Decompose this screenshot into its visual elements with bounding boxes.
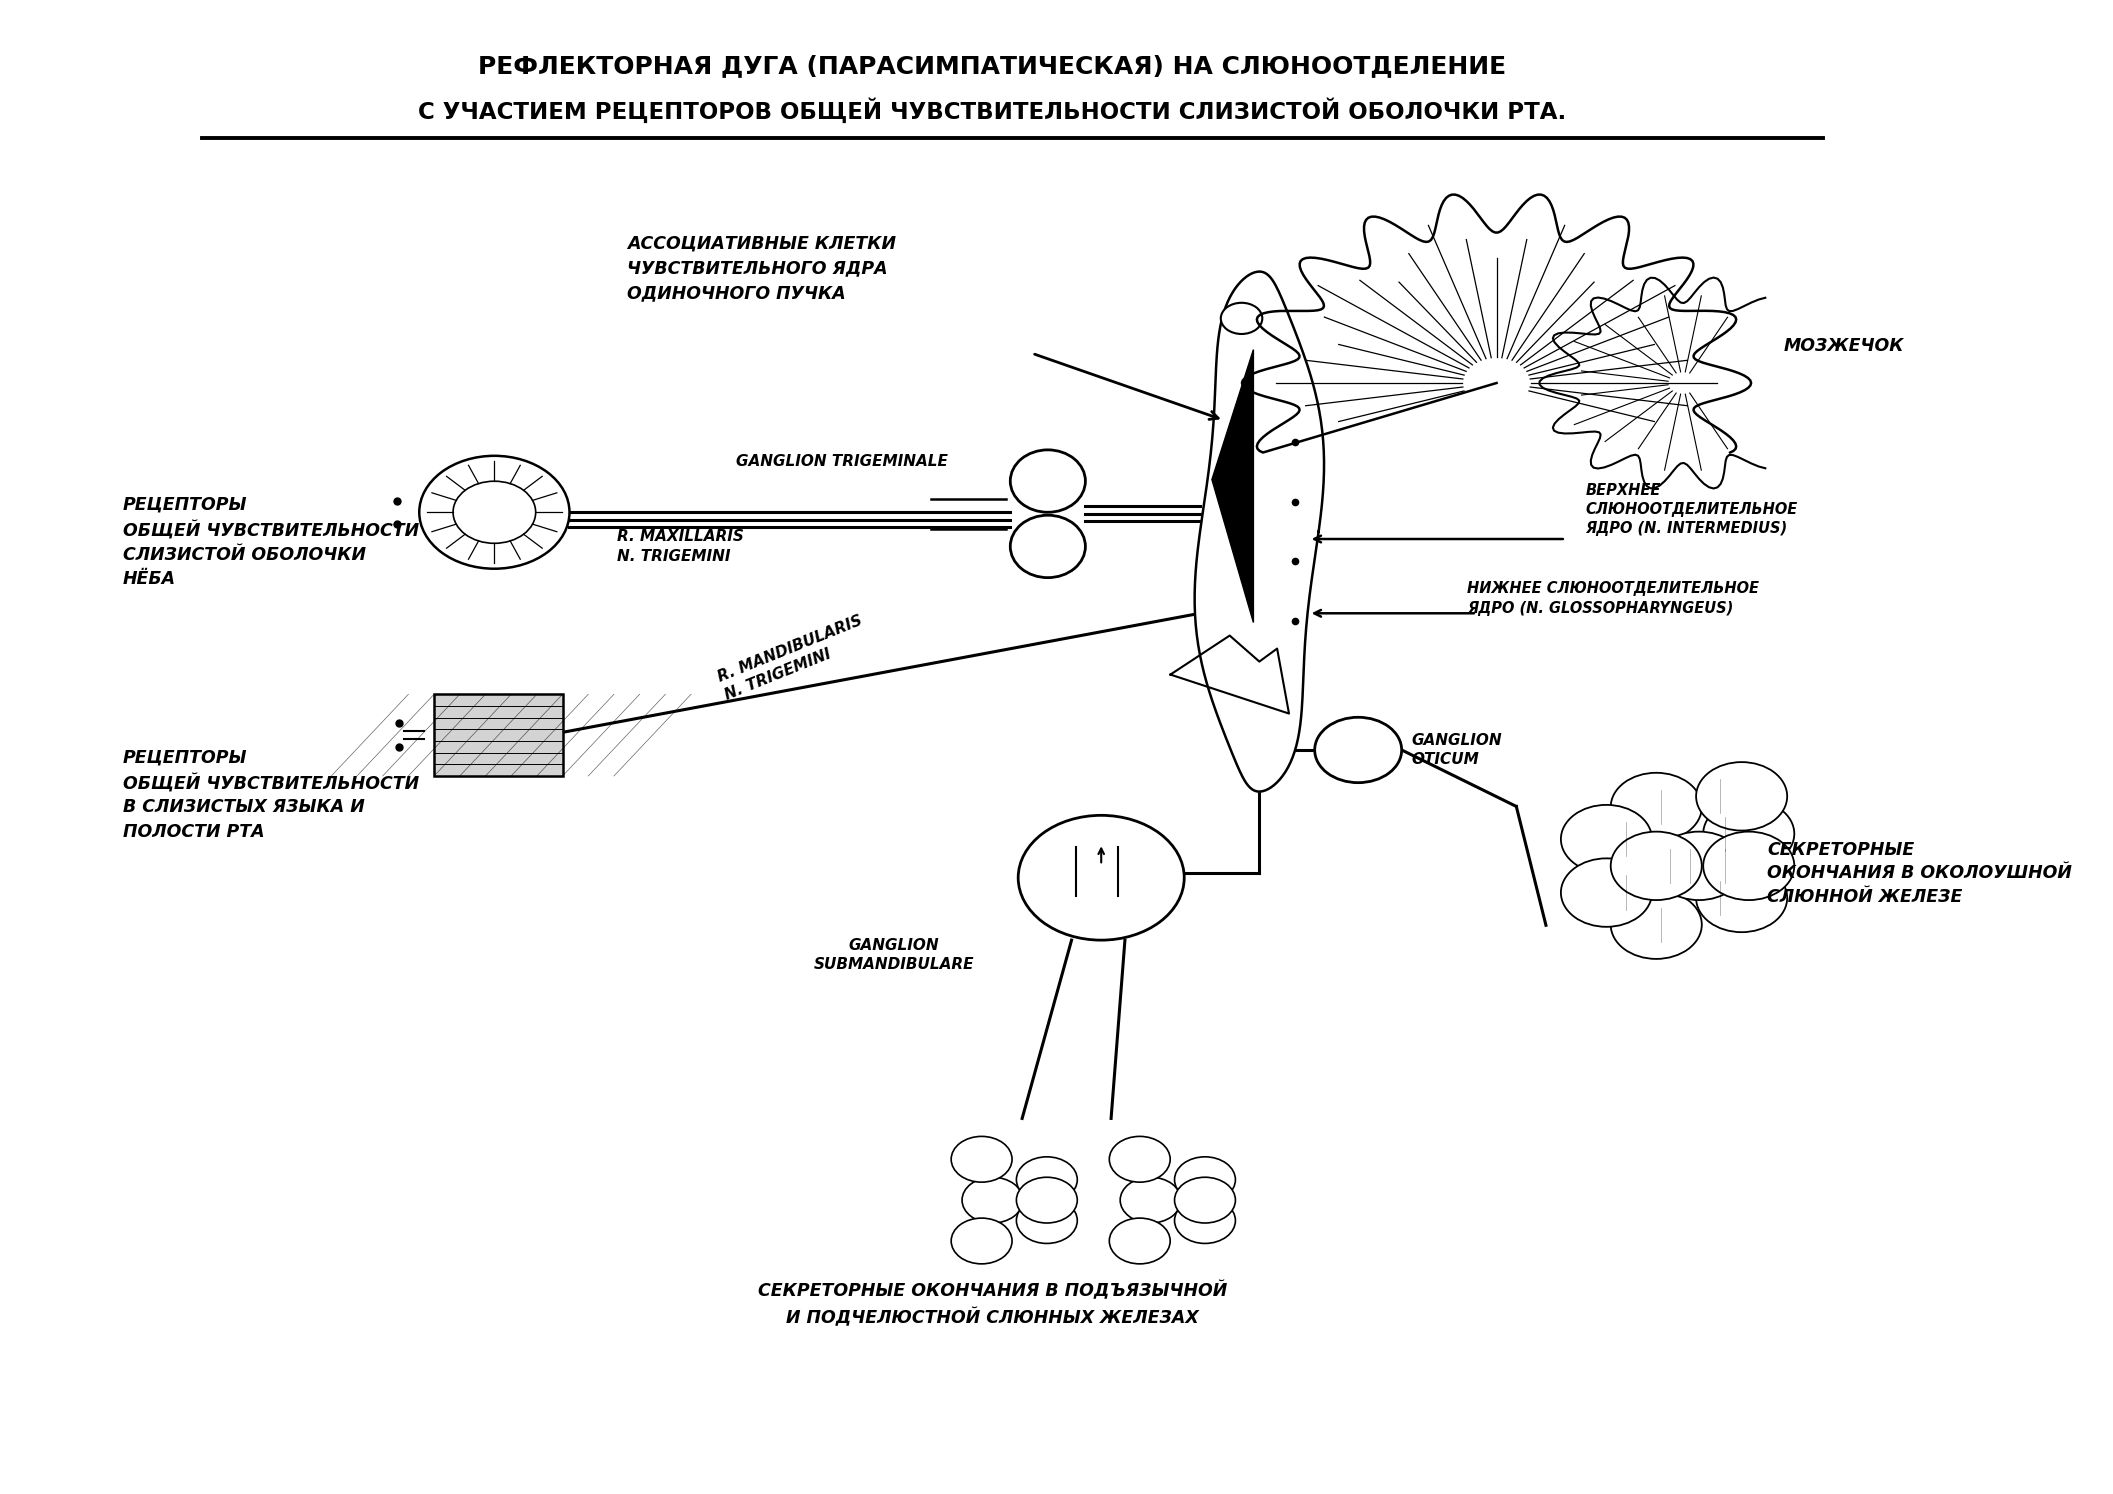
- Circle shape: [951, 1218, 1012, 1264]
- Circle shape: [1562, 805, 1652, 874]
- Circle shape: [1109, 1218, 1171, 1264]
- Text: GANGLION
SUBMANDIBULARE: GANGLION SUBMANDIBULARE: [814, 938, 974, 973]
- Text: R. MAXILLARIS
N. TRIGEMINI: R. MAXILLARIS N. TRIGEMINI: [617, 529, 744, 563]
- Polygon shape: [1194, 272, 1325, 792]
- Circle shape: [1016, 1156, 1078, 1203]
- Circle shape: [452, 481, 537, 544]
- Ellipse shape: [1010, 450, 1086, 512]
- Text: С УЧАСТИЕМ РЕЦЕПТОРОВ ОБЩЕЙ ЧУВСТВИТЕЛЬНОСТИ СЛИЗИСТОЙ ОБОЛОЧКИ РТА.: С УЧАСТИЕМ РЕЦЕПТОРОВ ОБЩЕЙ ЧУВСТВИТЕЛЬН…: [418, 99, 1566, 124]
- Text: GANGLION
OTICUM: GANGLION OTICUM: [1411, 732, 1502, 768]
- Circle shape: [418, 456, 571, 569]
- Circle shape: [1175, 1177, 1236, 1224]
- Circle shape: [1018, 816, 1183, 940]
- Polygon shape: [1270, 212, 1724, 460]
- Circle shape: [1610, 890, 1701, 959]
- Circle shape: [1703, 832, 1794, 899]
- Text: АССОЦИАТИВНЫЕ КЛЕТКИ
ЧУВСТВИТЕЛЬНОГО ЯДРА
ОДИНОЧНОГО ПУЧКА: АССОЦИАТИВНЫЕ КЛЕТКИ ЧУВСТВИТЕЛЬНОГО ЯДР…: [628, 235, 896, 303]
- Polygon shape: [1213, 350, 1253, 623]
- Text: РЕЦЕПТОРЫ
ОБЩЕЙ ЧУВСТВИТЕЛЬНОСТИ
СЛИЗИСТОЙ ОБОЛОЧКИ
НЁБА: РЕЦЕПТОРЫ ОБЩЕЙ ЧУВСТВИТЕЛЬНОСТИ СЛИЗИСТ…: [123, 496, 418, 589]
- Circle shape: [1175, 1156, 1236, 1203]
- Circle shape: [1175, 1198, 1236, 1243]
- Circle shape: [1016, 1198, 1078, 1243]
- Circle shape: [1703, 799, 1794, 868]
- Circle shape: [1697, 762, 1788, 831]
- Circle shape: [1016, 1177, 1078, 1224]
- Ellipse shape: [1010, 515, 1086, 578]
- Text: МОЗЖЕЧОК: МОЗЖЕЧОК: [1783, 336, 1904, 356]
- Text: РЕФЛЕКТОРНАЯ ДУГА (ПАРАСИМПАТИЧЕСКАЯ) НА СЛЮНООТДЕЛЕНИЕ: РЕФЛЕКТОРНАЯ ДУГА (ПАРАСИМПАТИЧЕСКАЯ) НА…: [478, 55, 1507, 79]
- Text: ВЕРХНЕЕ
СЛЮНООТДЕЛИТЕЛЬНОЕ
ЯДРО (N. INTERMEDIUS): ВЕРХНЕЕ СЛЮНООТДЕЛИТЕЛЬНОЕ ЯДРО (N. INTE…: [1585, 483, 1798, 536]
- Text: СЕКРЕТОРНЫЕ
ОКОНЧАНИЯ В ОКОЛОУШНОЙ
СЛЮННОЙ ЖЕЛЕЗЕ: СЕКРЕТОРНЫЕ ОКОНЧАНИЯ В ОКОЛОУШНОЙ СЛЮНН…: [1766, 841, 2073, 905]
- Circle shape: [961, 1177, 1023, 1224]
- Text: СЕКРЕТОРНЫЕ ОКОНЧАНИЯ В ПОДЪЯЗЫЧНОЙ
И ПОДЧЕЛЮСТНОЙ СЛЮННЫХ ЖЕЛЕЗАХ: СЕКРЕТОРНЫЕ ОКОНЧАНИЯ В ПОДЪЯЗЫЧНОЙ И ПО…: [759, 1282, 1228, 1327]
- Text: R. MANDIBULARIS
N. TRIGEMINI: R. MANDIBULARIS N. TRIGEMINI: [716, 613, 873, 702]
- Circle shape: [1120, 1177, 1181, 1224]
- Text: GANGLION TRIGEMINALE: GANGLION TRIGEMINALE: [735, 454, 947, 469]
- Bar: [433, 695, 562, 775]
- Circle shape: [1562, 859, 1652, 926]
- Circle shape: [1109, 1137, 1171, 1182]
- Ellipse shape: [1221, 303, 1261, 335]
- Circle shape: [1625, 832, 1716, 899]
- Circle shape: [1652, 832, 1745, 899]
- Text: РЕЦЕПТОРЫ
ОБЩЕЙ ЧУВСТВИТЕЛЬНОСТИ
В СЛИЗИСТЫХ ЯЗЫКА И
ПОЛОСТИ РТА: РЕЦЕПТОРЫ ОБЩЕЙ ЧУВСТВИТЕЛЬНОСТИ В СЛИЗИ…: [123, 748, 418, 841]
- Circle shape: [1314, 717, 1401, 783]
- Circle shape: [1610, 832, 1701, 899]
- Polygon shape: [1171, 635, 1289, 714]
- Circle shape: [1610, 772, 1701, 841]
- Circle shape: [951, 1137, 1012, 1182]
- Polygon shape: [1540, 278, 1764, 489]
- Circle shape: [1697, 864, 1788, 932]
- Text: НИЖНЕЕ СЛЮНООТДЕЛИТЕЛЬНОЕ
ЯДРО (N. GLOSSOPHARYNGEUS): НИЖНЕЕ СЛЮНООТДЕЛИТЕЛЬНОЕ ЯДРО (N. GLOSS…: [1466, 581, 1758, 616]
